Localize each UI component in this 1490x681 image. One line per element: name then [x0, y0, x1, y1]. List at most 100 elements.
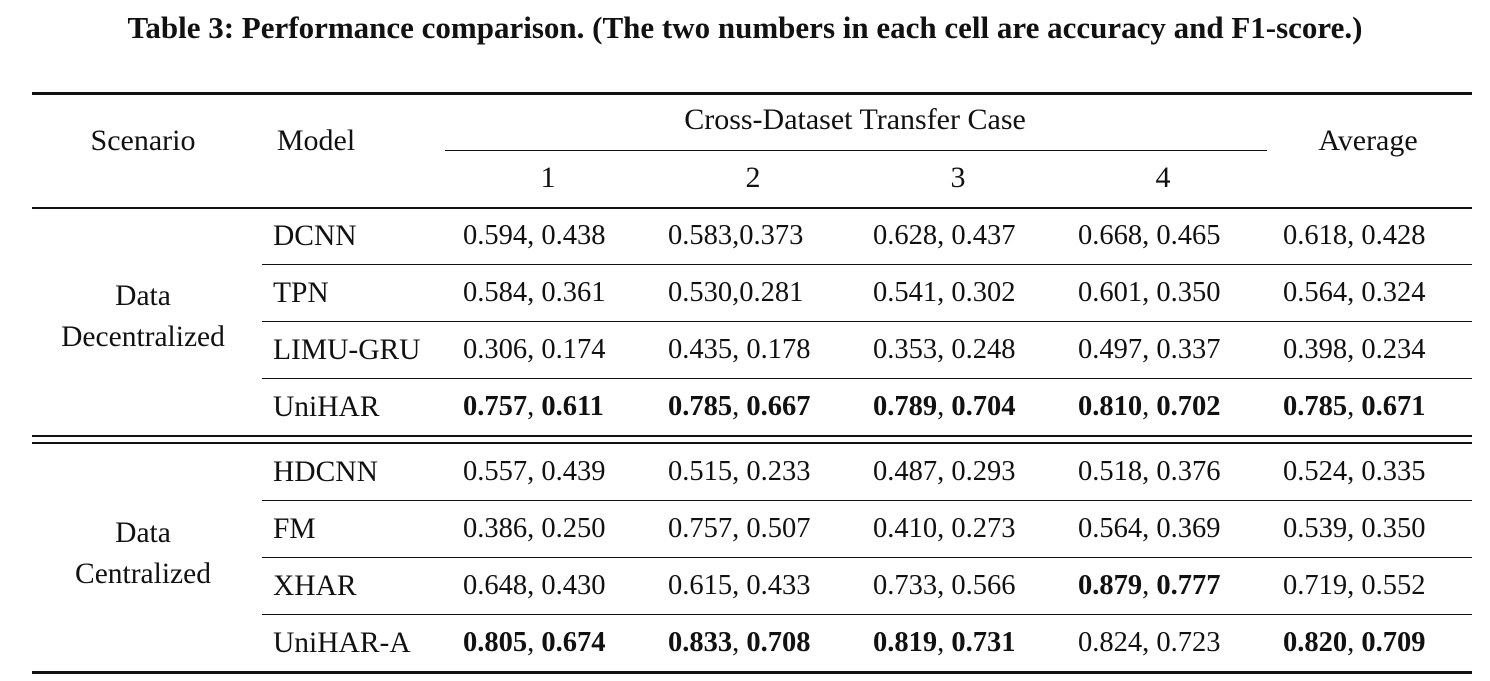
f1-value: 0.671: [1361, 391, 1426, 422]
f1-value: 0.611: [541, 391, 604, 422]
bottom-rule: [32, 671, 1472, 674]
value-separator: ,: [1347, 277, 1362, 308]
value-separator: ,: [527, 570, 542, 601]
value-separator: ,: [1347, 456, 1362, 487]
value-separator: ,: [527, 456, 542, 487]
f1-value: 0.178: [746, 334, 811, 365]
model-name: UniHAR: [273, 391, 380, 423]
table-cell: 0.833, 0.708: [668, 623, 811, 663]
accuracy-value: 0.757: [668, 513, 733, 544]
f1-value: 0.731: [951, 627, 1016, 658]
accuracy-value: 0.785: [1283, 391, 1348, 422]
accuracy-value: 0.541: [873, 277, 938, 308]
f1-value: 0.566: [951, 570, 1016, 601]
table-cell: 0.789, 0.704: [873, 387, 1016, 427]
f1-value: 0.709: [1361, 627, 1426, 658]
table-cell: 0.386, 0.250: [463, 509, 606, 549]
table-cell: 0.539, 0.350: [1283, 509, 1426, 549]
table-cell: 0.487, 0.293: [873, 452, 1016, 492]
value-separator: ,: [1142, 334, 1157, 365]
table-cell: 0.594, 0.438: [463, 216, 606, 256]
value-separator: ,: [1142, 220, 1157, 251]
accuracy-value: 0.518: [1078, 456, 1143, 487]
value-separator: ,: [732, 220, 740, 251]
accuracy-value: 0.353: [873, 334, 938, 365]
accuracy-value: 0.805: [463, 627, 528, 658]
accuracy-value: 0.733: [873, 570, 938, 601]
header-average: Average: [1318, 124, 1418, 157]
accuracy-value: 0.615: [668, 570, 733, 601]
accuracy-value: 0.497: [1078, 334, 1143, 365]
model-name: FM: [273, 513, 316, 545]
f1-value: 0.430: [541, 570, 606, 601]
table-cell: 0.733, 0.566: [873, 566, 1016, 606]
row-separator: [262, 321, 1472, 323]
value-separator: ,: [1347, 391, 1362, 422]
table-cell: 0.824, 0.723: [1078, 623, 1221, 663]
scenario-label: Data Decentralized: [48, 276, 238, 358]
f1-value: 0.335: [1361, 456, 1426, 487]
table-cell: 0.757, 0.611: [463, 387, 604, 427]
value-separator: ,: [937, 220, 952, 251]
accuracy-value: 0.398: [1283, 334, 1348, 365]
value-separator: ,: [527, 627, 542, 658]
value-separator: ,: [937, 570, 952, 601]
table-cell: 0.648, 0.430: [463, 566, 606, 606]
accuracy-value: 0.410: [873, 513, 938, 544]
accuracy-value: 0.306: [463, 334, 528, 365]
accuracy-value: 0.789: [873, 391, 938, 422]
scenario-line: Data: [115, 517, 171, 549]
value-separator: ,: [732, 277, 740, 308]
f1-value: 0.248: [951, 334, 1016, 365]
f1-value: 0.234: [1361, 334, 1426, 365]
table-cell: 0.819, 0.731: [873, 623, 1016, 663]
value-separator: ,: [527, 277, 542, 308]
f1-value: 0.337: [1156, 334, 1221, 365]
model-name: HDCNN: [273, 456, 378, 488]
f1-value: 0.324: [1361, 277, 1426, 308]
table-cell: 0.719, 0.552: [1283, 566, 1426, 606]
f1-value: 0.281: [739, 277, 804, 308]
accuracy-value: 0.564: [1078, 513, 1143, 544]
scenario-label: Data Centralized: [48, 513, 238, 595]
f1-value: 0.250: [541, 513, 606, 544]
table-cell: 0.618, 0.428: [1283, 216, 1426, 256]
f1-value: 0.302: [951, 277, 1016, 308]
table-cell: 0.564, 0.324: [1283, 273, 1426, 313]
table-cell: 0.497, 0.337: [1078, 330, 1221, 370]
value-separator: ,: [937, 334, 952, 365]
f1-value: 0.552: [1361, 570, 1426, 601]
accuracy-value: 0.648: [463, 570, 528, 601]
table-cell: 0.820, 0.709: [1283, 623, 1426, 663]
table-caption: Table 3: Performance comparison. (The tw…: [127, 10, 1363, 45]
accuracy-value: 0.618: [1283, 220, 1348, 251]
value-separator: ,: [1142, 570, 1157, 601]
f1-value: 0.704: [951, 391, 1016, 422]
f1-value: 0.373: [739, 220, 804, 251]
f1-value: 0.369: [1156, 513, 1221, 544]
table-cell: 0.601, 0.350: [1078, 273, 1221, 313]
value-separator: ,: [527, 334, 542, 365]
table-cell: 0.435, 0.178: [668, 330, 811, 370]
value-separator: ,: [1142, 277, 1157, 308]
accuracy-value: 0.879: [1078, 570, 1143, 601]
header-case-3: 3: [950, 161, 966, 194]
f1-value: 0.273: [951, 513, 1016, 544]
accuracy-value: 0.833: [668, 627, 733, 658]
double-rule-bottom: [32, 442, 1472, 444]
f1-value: 0.438: [541, 220, 606, 251]
table-cell: 0.557, 0.439: [463, 452, 606, 492]
table-cell: 0.668, 0.465: [1078, 216, 1221, 256]
header-case-1: 1: [540, 161, 556, 194]
row-separator: [262, 264, 1472, 266]
value-separator: ,: [732, 334, 747, 365]
value-separator: ,: [937, 456, 952, 487]
value-separator: ,: [732, 391, 747, 422]
value-separator: ,: [1142, 391, 1157, 422]
table-cell: 0.785, 0.671: [1283, 387, 1426, 427]
row-separator: [262, 500, 1472, 502]
f1-value: 0.433: [746, 570, 811, 601]
f1-value: 0.439: [541, 456, 606, 487]
scenario-line: Decentralized: [61, 321, 225, 353]
accuracy-value: 0.487: [873, 456, 938, 487]
